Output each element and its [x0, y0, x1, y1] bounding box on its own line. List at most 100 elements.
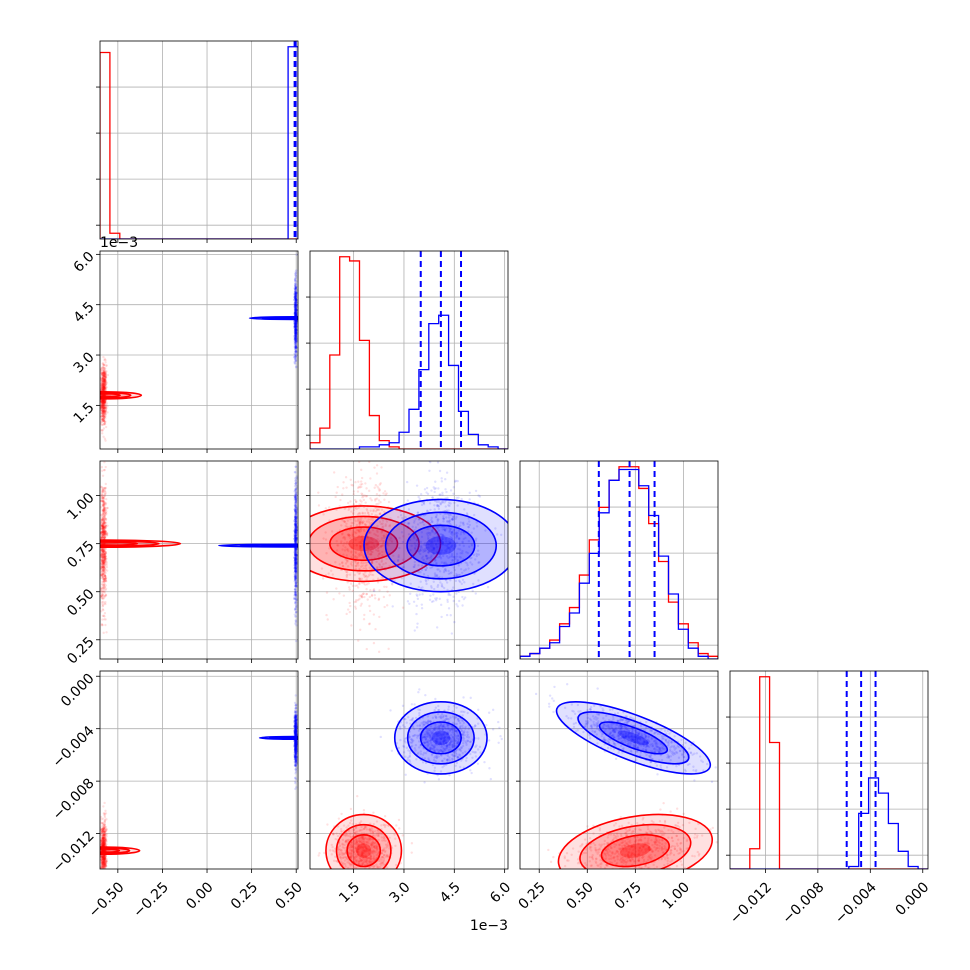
scatter-point	[100, 403, 103, 407]
scatter-point	[475, 537, 478, 540]
scatter-point	[101, 522, 105, 525]
scatter-point	[294, 524, 297, 527]
histogram-red	[100, 51, 298, 239]
scatter-point	[382, 540, 385, 543]
scatter-point	[295, 506, 298, 510]
scatter-point	[293, 303, 297, 306]
scatter-point	[293, 334, 296, 338]
scatter-point	[294, 517, 298, 520]
scatter-point	[459, 530, 463, 534]
scatter-point	[103, 380, 106, 383]
scatter-point	[100, 373, 103, 377]
scatter-point	[294, 323, 297, 326]
scatter-point	[293, 573, 296, 576]
scatter-point	[101, 388, 105, 391]
scatter-point	[294, 539, 297, 542]
scatter-point	[105, 403, 108, 406]
scatter-point	[360, 520, 363, 524]
scatter-point	[101, 373, 104, 377]
scatter-point	[317, 504, 321, 507]
scatter-point	[100, 373, 104, 376]
scatter-point	[294, 312, 297, 315]
scatter-point	[102, 388, 105, 391]
scatter-point	[294, 291, 297, 295]
scatter-point	[293, 336, 296, 340]
scatter-point	[369, 518, 373, 521]
scatter-point	[358, 544, 362, 547]
scatter-point	[103, 377, 106, 381]
scatter-point	[436, 539, 439, 543]
scatter-point	[104, 877, 106, 879]
scatter-point	[294, 292, 297, 296]
scatter-point	[101, 527, 105, 530]
scatter-point	[361, 511, 364, 515]
scatter-point	[435, 626, 439, 629]
scatter-point	[295, 458, 297, 460]
scatter-point	[294, 325, 297, 328]
scatter-point	[103, 414, 106, 417]
scatter-point	[446, 598, 449, 602]
scatter-point	[294, 302, 297, 305]
scatter-point	[104, 386, 107, 390]
scatter-point	[294, 500, 298, 504]
scatter-point	[100, 562, 104, 565]
scatter-point	[101, 379, 104, 383]
scatter-point	[411, 525, 414, 529]
scatter-point	[103, 521, 107, 525]
scatter-point	[455, 592, 458, 595]
scatter-point	[100, 549, 104, 553]
scatter-point	[102, 383, 105, 386]
scatter-point	[357, 485, 361, 489]
scatter-point	[294, 320, 297, 323]
scatter-point	[349, 604, 352, 608]
scatter-point	[357, 535, 361, 538]
scatter-point	[294, 479, 297, 483]
scatter-point	[101, 490, 104, 494]
scatter-point	[103, 536, 106, 539]
scatter-point	[294, 310, 297, 314]
scatter-point	[293, 311, 297, 315]
scatter-point	[101, 387, 104, 391]
scatter-point	[100, 408, 104, 411]
scatter-point	[294, 313, 297, 317]
scatter-point	[101, 376, 104, 380]
scatter-point	[102, 583, 106, 587]
scatter-point	[295, 354, 298, 357]
scatter-point	[295, 340, 298, 343]
scatter-point	[101, 556, 104, 559]
scatter-point	[103, 409, 107, 413]
scatter-point	[102, 385, 106, 388]
scatter-point	[101, 401, 105, 404]
scatter-point	[102, 518, 105, 521]
scatter-point	[357, 561, 360, 564]
scatter-point	[294, 590, 297, 593]
scatter-point	[357, 577, 361, 580]
scatter-point	[294, 551, 297, 555]
scatter-point	[294, 532, 297, 535]
scatter-point	[295, 298, 298, 302]
scatter-point	[293, 540, 297, 544]
scatter-point	[295, 455, 297, 457]
scatter-point	[401, 558, 405, 561]
scatter-point	[294, 272, 298, 275]
scatter-point	[100, 384, 104, 387]
scatter-point	[294, 320, 298, 324]
scatter-point	[293, 537, 297, 541]
scatter-point	[103, 596, 106, 599]
scatter-point	[102, 559, 105, 563]
scatter-point	[385, 492, 388, 495]
scatter-point	[103, 376, 107, 379]
scatter-point	[294, 553, 298, 557]
scatter-point	[294, 531, 298, 534]
scatter-point	[294, 591, 297, 594]
scatter-point	[103, 437, 107, 440]
scatter-point	[294, 534, 297, 537]
scatter-point	[102, 525, 105, 528]
scatter-point	[100, 372, 104, 375]
scatter-point	[102, 506, 106, 510]
scatter-point	[102, 548, 105, 552]
scatter-point	[364, 543, 368, 547]
scatter-point	[294, 286, 298, 289]
scatter-point	[361, 512, 365, 515]
scatter-point	[363, 494, 366, 497]
